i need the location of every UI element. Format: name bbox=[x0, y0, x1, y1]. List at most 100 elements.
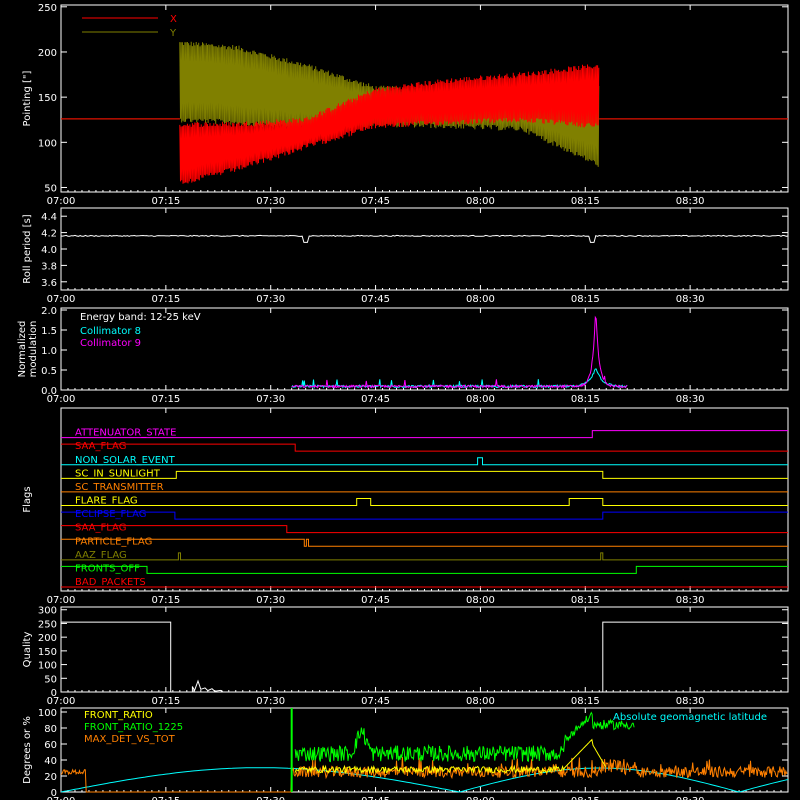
y-axis-label: Quality bbox=[22, 632, 33, 668]
series-max-det-vs-tot-line bbox=[60, 756, 788, 793]
legend-label: FRONT_RATIO_1225 bbox=[84, 722, 183, 733]
y-tick-label: 150 bbox=[38, 93, 57, 104]
flag-line bbox=[61, 511, 788, 520]
flag-line bbox=[61, 470, 788, 479]
y-tick-label: 0 bbox=[51, 788, 57, 799]
flag-label: SAA_FLAG bbox=[75, 441, 126, 452]
x-tick-label: 08:00 bbox=[466, 196, 495, 207]
y-tick-label: 250 bbox=[38, 619, 57, 630]
panel-2: 07:00 07:15 07:30 07:45 08:00 08:15 08:30 0.0 0.… bbox=[17, 306, 789, 405]
x-tick-label: 08:00 bbox=[466, 595, 495, 606]
x-tick-label: 07:45 bbox=[361, 196, 390, 207]
x-tick-label: 07:15 bbox=[151, 796, 180, 800]
series-collimator-9-line bbox=[291, 315, 628, 389]
x-tick-label: 07:30 bbox=[256, 696, 285, 707]
x-tick-label: 07:30 bbox=[256, 595, 285, 606]
x-tick-label: 08:00 bbox=[466, 394, 495, 405]
y-tick-label: 200 bbox=[38, 633, 57, 644]
y-tick-label: 2.0 bbox=[41, 306, 57, 317]
y-axis-label: Pointing ["] bbox=[22, 70, 33, 126]
series-geomagnetic-latitude-line bbox=[60, 767, 789, 793]
y-tick-label: 300 bbox=[38, 606, 57, 617]
y-tick-label: 20 bbox=[44, 772, 57, 783]
x-tick-label: 07:45 bbox=[361, 294, 390, 305]
x-tick-label: 08:15 bbox=[571, 796, 600, 800]
legend-label: Y bbox=[169, 28, 177, 39]
legend-label: Collimator 9 bbox=[80, 338, 141, 349]
flag-line bbox=[61, 538, 788, 547]
quality-line bbox=[61, 621, 788, 693]
flag-line bbox=[61, 552, 788, 561]
flag-line bbox=[61, 430, 788, 439]
x-tick-label: 08:15 bbox=[571, 394, 600, 405]
y-tick-label: 3.8 bbox=[41, 261, 57, 272]
flag-line bbox=[61, 498, 788, 506]
x-tick-label: 08:30 bbox=[676, 696, 705, 707]
flag-label: ECLIPSE_FLAG bbox=[75, 509, 146, 520]
y-axis-label: Normalizedmodulation bbox=[17, 321, 39, 378]
flag-label: PARTICLE_FLAG bbox=[75, 536, 152, 547]
x-tick-label: 07:15 bbox=[151, 595, 180, 606]
x-tick-label: 07:30 bbox=[256, 196, 285, 207]
panel-5: 07:00 07:15 07:30 07:45 08:00 08:15 08:30 0 20 40… bbox=[22, 707, 789, 800]
y-tick-label: 4.0 bbox=[41, 245, 57, 256]
y-tick-label: 80 bbox=[44, 724, 57, 735]
flag-label: FLARE_FLAG bbox=[75, 496, 138, 507]
x-tick-label: 08:30 bbox=[676, 796, 705, 800]
x-tick-label: 07:15 bbox=[151, 294, 180, 305]
legend-label: FRONT_RATIO bbox=[84, 710, 153, 721]
x-tick-label: 07:00 bbox=[47, 394, 76, 405]
x-tick-label: 07:45 bbox=[361, 796, 390, 800]
x-tick-label: 07:00 bbox=[47, 696, 76, 707]
panel-0: 07:00 07:15 07:30 07:45 08:00 08:15 08:30 50 100… bbox=[22, 3, 789, 207]
y-tick-label: 50 bbox=[44, 674, 57, 685]
flag-label: BAD_PACKETS bbox=[75, 577, 146, 588]
x-tick-label: 08:00 bbox=[466, 294, 495, 305]
panel-4: 07:00 07:15 07:30 07:45 08:00 08:15 08:30 0 50 10… bbox=[22, 606, 789, 707]
x-tick-label: 08:30 bbox=[676, 394, 705, 405]
x-tick-label: 07:15 bbox=[151, 196, 180, 207]
y-tick-label: 150 bbox=[38, 647, 57, 658]
y-tick-label: 0.0 bbox=[41, 386, 57, 397]
y-tick-label: 1.5 bbox=[41, 326, 57, 337]
y-axis-label: Flags bbox=[22, 486, 33, 512]
x-tick-label: 07:00 bbox=[47, 196, 76, 207]
legend-label: X bbox=[170, 14, 177, 25]
flag-label: FRONTS_OFF bbox=[75, 563, 140, 574]
x-tick-label: 08:15 bbox=[571, 696, 600, 707]
y-tick-label: 1.0 bbox=[41, 346, 57, 357]
y-tick-label: 250 bbox=[38, 3, 57, 14]
y-axis-label: Degrees or % bbox=[22, 716, 33, 784]
flag-label: SC_IN_SUNLIGHT bbox=[75, 468, 161, 479]
panel-3: 07:00 07:15 07:30 07:45 08:00 08:15 08:30 Flags… bbox=[22, 407, 789, 606]
y-tick-label: 60 bbox=[44, 740, 57, 751]
x-tick-label: 07:00 bbox=[47, 796, 76, 800]
flag-label: SC_TRANSMITTER bbox=[75, 482, 164, 493]
flag-line bbox=[61, 457, 788, 466]
y-tick-label: 0 bbox=[51, 688, 57, 699]
x-tick-label: 08:30 bbox=[676, 196, 705, 207]
panel-1: 07:00 07:15 07:30 07:45 08:00 08:15 08:30 3.6 3.… bbox=[22, 207, 789, 305]
flag-line bbox=[61, 565, 788, 574]
y-tick-label: 100 bbox=[38, 138, 57, 149]
y-tick-label: 4.4 bbox=[41, 212, 57, 223]
x-tick-label: 08:00 bbox=[466, 796, 495, 800]
flag-line bbox=[61, 525, 788, 534]
flag-label: SAA_FLAG bbox=[75, 523, 126, 534]
x-tick-label: 07:45 bbox=[361, 394, 390, 405]
y-tick-label: 50 bbox=[44, 183, 57, 194]
series-front-ratio-1225-line bbox=[294, 711, 635, 763]
flag-label: ATTENUATOR_STATE bbox=[75, 428, 176, 439]
flag-line bbox=[61, 443, 788, 452]
x-tick-label: 07:30 bbox=[256, 394, 285, 405]
series-front-ratio-line bbox=[294, 738, 607, 775]
y-axis-label: Roll period [s] bbox=[22, 214, 33, 283]
y-tick-label: 4.2 bbox=[41, 229, 57, 240]
x-tick-label: 08:30 bbox=[676, 595, 705, 606]
y-tick-label: 200 bbox=[38, 48, 57, 59]
x-tick-label: 07:00 bbox=[47, 294, 76, 305]
legend-label: MAX_DET_VS_TOT bbox=[84, 734, 176, 745]
y-tick-label: 100 bbox=[38, 708, 57, 719]
legend-label: Collimator 8 bbox=[80, 326, 141, 337]
